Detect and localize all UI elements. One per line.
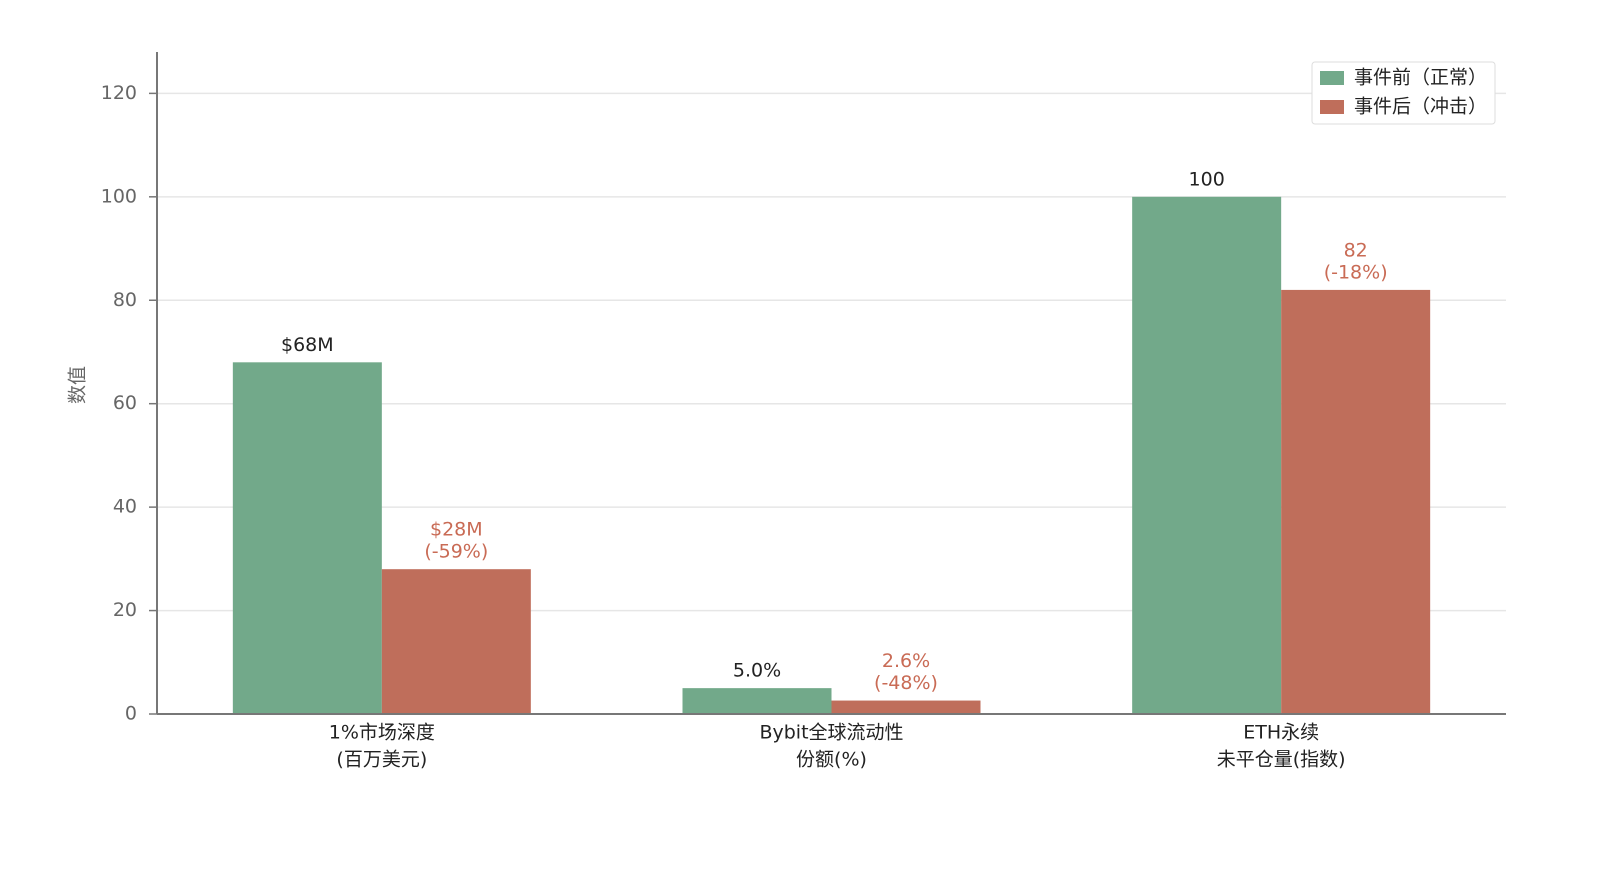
y-tick-label: 40 <box>113 496 137 518</box>
y-tick-label: 120 <box>101 82 137 104</box>
y-axis-label: 数值 <box>67 366 89 404</box>
value-label: (-18%) <box>1324 261 1388 283</box>
value-label: $68M <box>281 334 334 356</box>
x-tick-label: 份额(%) <box>796 749 867 771</box>
y-tick-label: 100 <box>101 185 137 207</box>
bar <box>831 700 981 714</box>
bar <box>682 688 832 714</box>
value-label: 5.0% <box>733 660 781 682</box>
bar <box>232 362 382 714</box>
y-tick-label: 0 <box>125 703 137 725</box>
legend-label: 事件后（冲击） <box>1354 96 1487 118</box>
bar <box>381 569 531 714</box>
bar <box>1281 289 1431 714</box>
value-label: $28M <box>430 519 483 541</box>
bar <box>1132 196 1282 714</box>
y-tick-label: 80 <box>113 289 137 311</box>
value-label: 100 <box>1189 168 1225 190</box>
value-label: 2.6% <box>882 650 930 672</box>
legend-swatch <box>1320 100 1344 114</box>
x-tick-label: (百万美元) <box>336 749 427 771</box>
value-label: 82 <box>1344 239 1368 261</box>
legend-box <box>1311 61 1496 125</box>
value-label: (-59%) <box>424 541 488 563</box>
legend-label: 事件前（正常） <box>1354 67 1487 89</box>
x-tick-label: Bybit全球流动性 <box>759 722 903 744</box>
x-tick-label: 1%市场深度 <box>329 722 435 744</box>
y-tick-label: 20 <box>113 599 137 621</box>
y-tick-label: 60 <box>113 392 137 414</box>
x-tick-label: ETH永续 <box>1243 722 1319 744</box>
legend-swatch <box>1320 71 1344 85</box>
x-tick-label: 未平仓量(指数) <box>1217 749 1346 771</box>
value-label: (-48%) <box>874 672 938 694</box>
